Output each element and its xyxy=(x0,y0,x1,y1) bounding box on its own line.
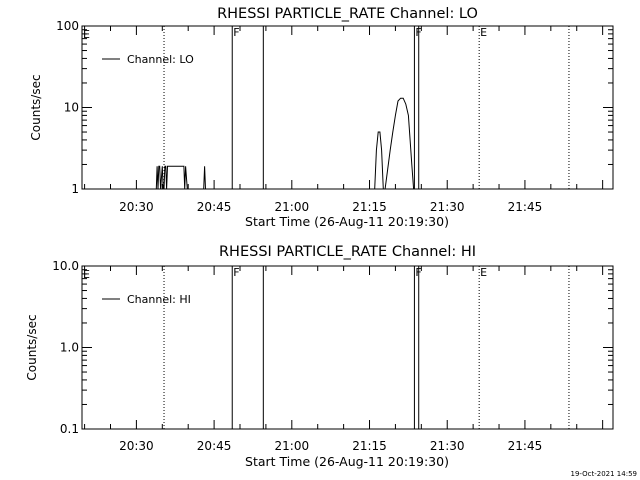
panel-1-title: RHESSI PARTICLE_RATE Channel: LO xyxy=(217,6,478,22)
panel-1-y-tick-label: 10 xyxy=(64,101,79,115)
panel-2-x-tick-label: 21:00 xyxy=(275,439,310,453)
panel-1-y-axis-label: Counts/sec xyxy=(29,74,43,140)
panel-1-y-tick-label: 100 xyxy=(56,19,79,33)
panel-1-x-tick-label: 21:45 xyxy=(508,200,543,214)
panel-1-x-axis-label: Start Time (26-Aug-11 20:19:30) xyxy=(245,214,449,229)
panel-1-x-tick-label: 20:30 xyxy=(119,200,154,214)
panel-1-y-tick-label: 1 xyxy=(71,182,79,196)
panel-1-event-marker-label: F xyxy=(233,26,239,39)
panel-2-legend-label: Channel: HI xyxy=(127,293,191,306)
footer-timestamp: 19-Oct-2021 14:59 xyxy=(571,470,637,478)
panel-2-x-tick-label: 20:45 xyxy=(197,439,232,453)
panel-1-x-tick-label: 21:15 xyxy=(352,200,387,214)
panel-2-x-tick-label: 20:30 xyxy=(119,439,154,453)
panel-1-x-tick-label: 21:00 xyxy=(275,200,310,214)
panel-2-y-tick-label: 10.0 xyxy=(52,259,79,273)
panel-2-x-tick-label: 21:15 xyxy=(352,439,387,453)
panel-2-x-tick-label: 21:30 xyxy=(430,439,465,453)
panel-2-left-edge-label: E xyxy=(83,268,90,281)
panel-2-y-axis-label: Counts/sec xyxy=(25,314,39,380)
panel-2-event-marker-label: F xyxy=(233,266,239,279)
panel-1-left-edge-label: E xyxy=(83,28,90,41)
panel-2-event-marker-label: E xyxy=(480,266,487,279)
panel-2-x-axis-label: Start Time (26-Aug-11 20:19:30) xyxy=(245,454,449,469)
panel-2-title: RHESSI PARTICLE_RATE Channel: HI xyxy=(219,244,476,260)
panel-1-series-line xyxy=(155,97,415,190)
panel-2-y-tick-label: 0.1 xyxy=(60,422,79,436)
panel-2-x-tick-label: 21:45 xyxy=(508,439,543,453)
panel-1-x-tick-label: 21:30 xyxy=(430,200,465,214)
panel-1-event-marker-label: E xyxy=(480,26,487,39)
panel-2-y-tick-label: 1.0 xyxy=(60,341,79,355)
panel-1-x-tick-label: 20:45 xyxy=(197,200,232,214)
panel-1-legend-label: Channel: LO xyxy=(127,53,194,66)
